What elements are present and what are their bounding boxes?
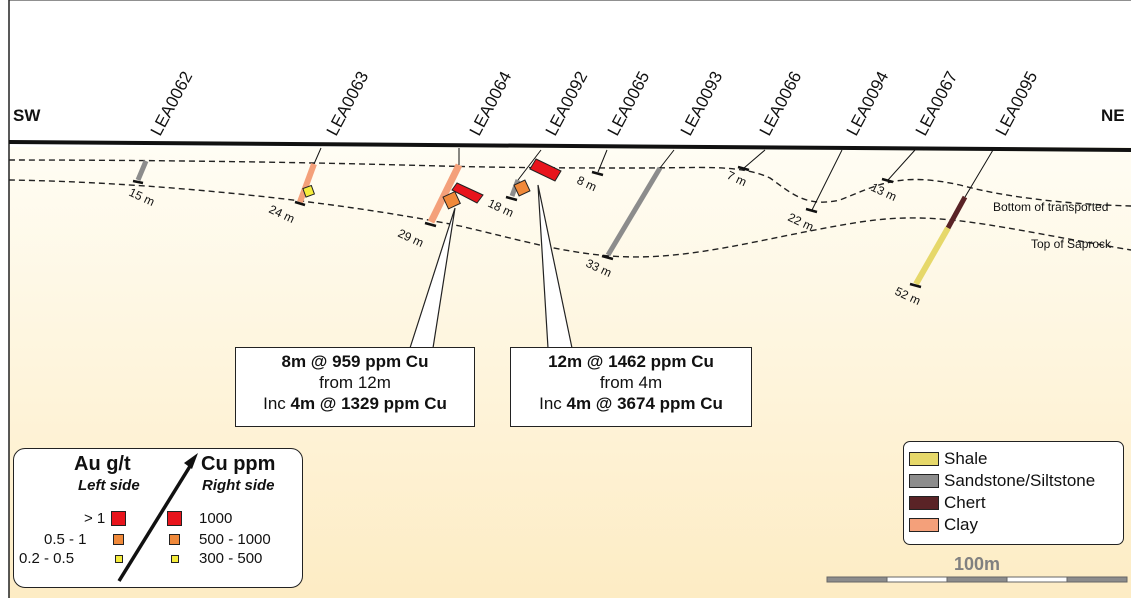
hole-end-tick <box>505 195 518 202</box>
lithology-clay-interval <box>297 162 317 204</box>
callout-from: from 4m <box>599 373 663 392</box>
lithology-legend: Shale Sandstone/Siltstone Chert Clay <box>903 441 1124 545</box>
hole-collar-leader <box>811 149 843 211</box>
hole-end-tick <box>424 221 437 228</box>
cu-grade-marker <box>451 182 484 204</box>
lithology-sandstone-interval <box>135 160 149 181</box>
lithology-legend-item-shale: Shale <box>909 448 1123 470</box>
chert-label: Chert <box>944 493 986 512</box>
intercept-callout-lea0092: 12m @ 1462 ppm Cu from 4m Inc 4m @ 3674 … <box>510 347 752 427</box>
bottom-transported-label: Bottom of transported <box>993 200 1108 214</box>
shale-label: Shale <box>944 449 988 468</box>
hole-end-tick <box>601 254 614 261</box>
sw-label: SW <box>13 106 41 125</box>
cu-swatch-mid <box>169 534 180 545</box>
au-legend-subtitle: Left side <box>78 477 140 494</box>
cu-class-label: 1000 <box>199 510 233 527</box>
lithology-legend-item-chert: Chert <box>909 492 1123 514</box>
cu-swatch-low <box>171 555 179 563</box>
shale-swatch <box>909 452 939 466</box>
hole-collar-leader <box>964 149 994 198</box>
cu-grade-marker <box>529 158 562 182</box>
scale-bar-label: 100m <box>954 554 1000 574</box>
callout-inc-value: 4m @ 3674 ppm Cu <box>566 394 723 413</box>
ne-label: NE <box>1101 106 1125 125</box>
arrow-shaft <box>117 462 194 582</box>
au-grade-marker <box>442 190 461 210</box>
clay-label: Clay <box>944 515 979 534</box>
au-swatch-low <box>115 555 123 563</box>
cu-legend-subtitle: Right side <box>202 477 275 494</box>
bottom-transported-boundary <box>8 159 1131 207</box>
hole-collar-leader <box>887 149 916 181</box>
lithology-sandstone-interval <box>605 166 663 257</box>
hole-end-tick <box>909 282 922 289</box>
au-class-label: 0.2 - 0.5 <box>19 550 75 567</box>
lithology-chert-interval <box>945 195 968 230</box>
au-grade-marker <box>302 184 316 198</box>
hole-end-tick <box>591 170 604 177</box>
lithology-legend-item-sandstone: Sandstone/Siltstone <box>909 470 1123 492</box>
sandstone-swatch <box>909 474 939 488</box>
hole-collar-leader <box>313 147 322 165</box>
top-saprock-label: Top of Saprock <box>1031 237 1112 251</box>
grade-legend-arrow <box>117 453 198 582</box>
scale-bar-segment <box>826 576 888 583</box>
callout-inc-prefix: Inc <box>263 394 291 413</box>
scale-bar: 100m <box>826 554 1128 583</box>
scale-bar-segment <box>1006 576 1068 583</box>
hole-collar-leader <box>743 149 766 169</box>
top-saprock-boundary <box>8 179 1131 258</box>
au-grade-marker <box>513 179 531 197</box>
callout-headline: 12m @ 1462 ppm Cu <box>548 352 714 371</box>
cu-swatch-high <box>167 511 182 526</box>
au-swatch-high <box>111 511 126 526</box>
hole-end-tick <box>132 179 144 185</box>
arrow-head <box>184 453 198 469</box>
intercept-callout-lea0064: 8m @ 959 ppm Cu from 12m Inc 4m @ 1329 p… <box>235 347 475 427</box>
callout-headline: 8m @ 959 ppm Cu <box>281 352 429 371</box>
scale-bar-segment <box>886 576 948 583</box>
hole-collar-leader <box>659 149 675 169</box>
lithology-legend-item-clay: Clay <box>909 514 1123 536</box>
au-legend-title: Au g/t <box>74 453 131 475</box>
callout-inc-value: 4m @ 1329 ppm Cu <box>290 394 447 413</box>
au-class-label: 0.5 - 1 <box>44 531 87 548</box>
cu-class-label: 500 - 1000 <box>199 531 271 548</box>
lithology-shale-interval <box>913 226 951 286</box>
clay-swatch <box>909 518 939 532</box>
au-swatch-mid <box>113 534 124 545</box>
cu-class-label: 300 - 500 <box>199 550 263 567</box>
hole-end-tick <box>881 177 894 184</box>
callout-from: from 12m <box>319 373 391 392</box>
hole-end-tick <box>737 165 750 172</box>
au-class-label: > 1 <box>84 510 106 527</box>
ground-surface-line <box>8 140 1131 152</box>
cu-legend-title: Cu ppm <box>201 453 276 475</box>
hole-collar-leader <box>597 149 608 173</box>
scale-bar-segment <box>946 576 1008 583</box>
hole-collar-leader <box>517 149 542 181</box>
grade-legend: Au g/t Left side Cu ppm Right side > 1 0… <box>13 448 303 588</box>
hole-end-tick <box>805 207 818 214</box>
hole-end-tick <box>294 200 306 207</box>
lithology-clay-interval <box>427 163 463 224</box>
scale-bar-segment <box>1066 576 1128 583</box>
chert-swatch <box>909 496 939 510</box>
sandstone-label: Sandstone/Siltstone <box>944 471 1096 490</box>
callout-inc-prefix: Inc <box>539 394 567 413</box>
